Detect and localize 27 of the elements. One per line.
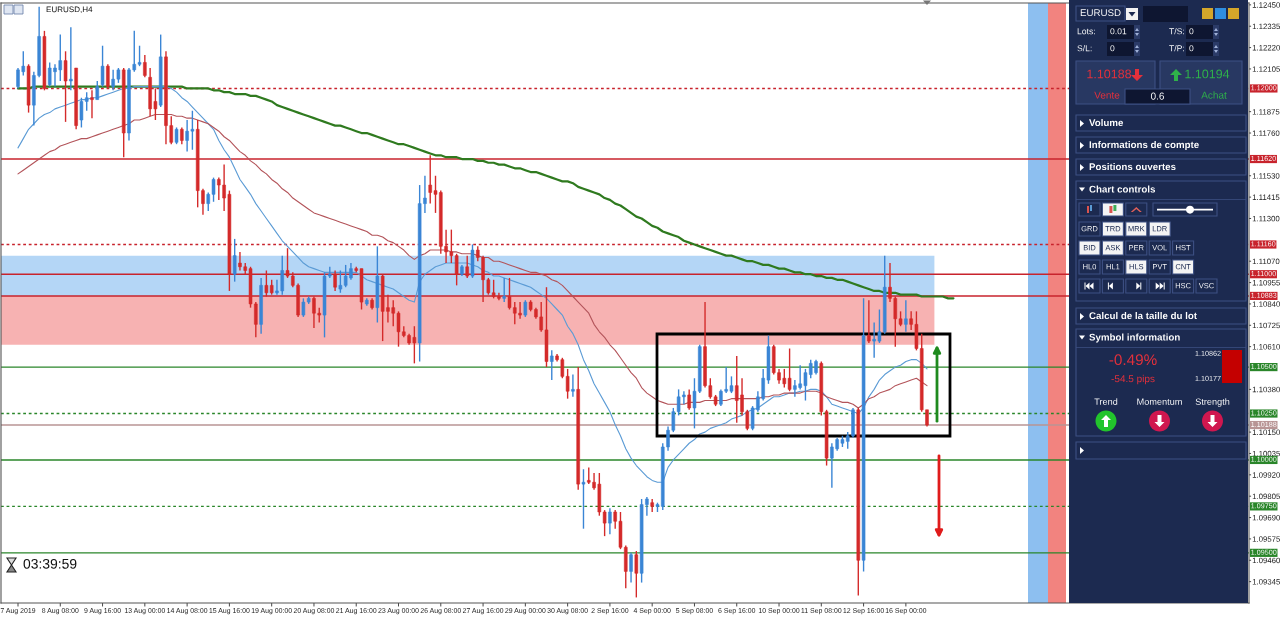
text: 0	[1189, 28, 1194, 35]
text: EURUSD	[1080, 9, 1121, 17]
text: -0.49%	[1109, 354, 1157, 366]
text: 0	[1189, 45, 1194, 52]
text: Trend	[1094, 398, 1118, 405]
text: S/L:	[1077, 44, 1092, 52]
text: T/S:	[1169, 27, 1184, 35]
text: Chart controls	[1089, 185, 1156, 193]
text: Informations de compte	[1089, 140, 1199, 151]
text: Lots:	[1077, 28, 1095, 35]
chart-title: EURUSD,H4	[46, 6, 93, 14]
text: Achat	[1201, 91, 1227, 99]
text: 1.10194	[1185, 69, 1230, 79]
text: Momentum	[1137, 398, 1182, 405]
text: 1.10188	[1087, 69, 1132, 79]
text: Volume	[1089, 118, 1124, 127]
text: 0	[1110, 45, 1115, 52]
text: 0.6	[1150, 92, 1165, 100]
annotation: 03:39:59	[23, 558, 77, 569]
text: Strength	[1195, 398, 1230, 407]
text: Positions ouvertes	[1089, 162, 1176, 171]
text: Vente	[1094, 91, 1120, 99]
text: T/P:	[1169, 44, 1184, 52]
text: 0.01	[1110, 28, 1127, 35]
text: Calcul de la taille du lot	[1089, 311, 1197, 320]
text: Symbol information	[1089, 333, 1180, 343]
text: -54.5 pips	[1111, 374, 1155, 385]
